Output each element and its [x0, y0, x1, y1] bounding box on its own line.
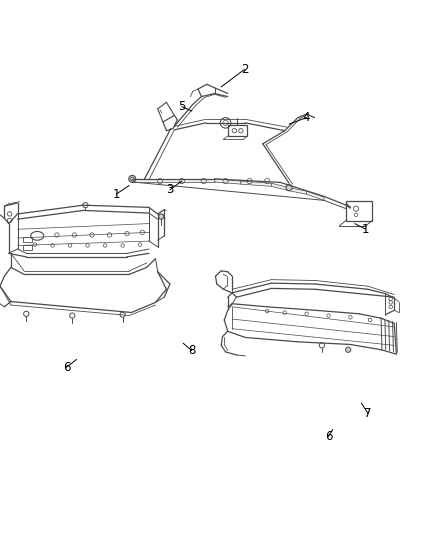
Text: 5: 5 — [178, 100, 185, 113]
Text: 6: 6 — [325, 430, 332, 443]
Polygon shape — [241, 181, 272, 187]
Text: 4: 4 — [303, 111, 311, 124]
Polygon shape — [289, 188, 307, 194]
Polygon shape — [215, 179, 241, 184]
Text: 7: 7 — [364, 407, 372, 419]
Polygon shape — [272, 183, 289, 191]
Text: 6: 6 — [63, 361, 71, 374]
Circle shape — [129, 175, 136, 182]
Text: 8: 8 — [188, 344, 195, 357]
Text: 3: 3 — [166, 183, 173, 196]
Polygon shape — [132, 179, 215, 182]
Text: 2: 2 — [240, 63, 248, 76]
Circle shape — [286, 184, 292, 191]
Polygon shape — [307, 191, 324, 200]
Text: 1: 1 — [362, 223, 370, 236]
Circle shape — [159, 214, 164, 219]
Text: 1: 1 — [112, 188, 120, 201]
Circle shape — [346, 347, 351, 352]
